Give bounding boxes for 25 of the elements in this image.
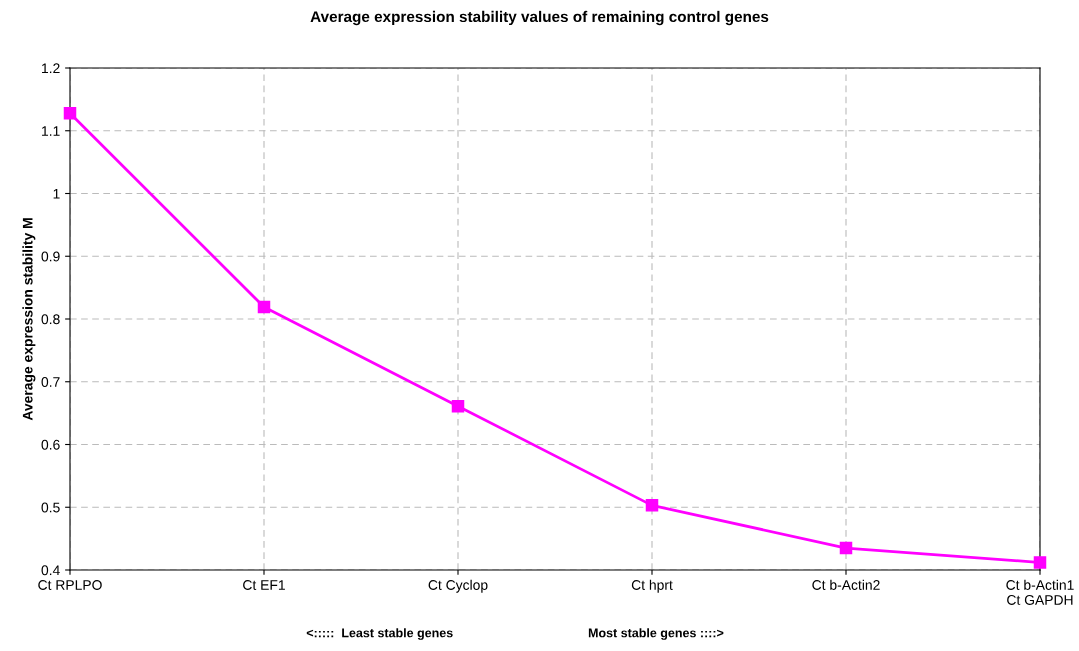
y-tick-label: 1.1: [42, 126, 60, 136]
x-tick-label: Ct RPLPO: [38, 580, 102, 590]
point: [645, 499, 659, 512]
x-tick-label: Ct hprt: [631, 579, 673, 593]
text: <::::: Least stable genes: [306, 628, 453, 640]
y-tick-label: 0.5: [41, 502, 60, 513]
x-tick-label: Ct EF1: [243, 580, 285, 590]
text: Most stable genes ::::>: [588, 628, 724, 640]
x-tick-label: Ct b-Actin2: [812, 579, 880, 590]
x-tick-label: Ct b-Actin1 Ct GAPDH: [1006, 579, 1074, 605]
y-tick-label: 1: [53, 188, 60, 199]
point: [257, 300, 271, 314]
chart-title: Average expression stability values of remaining control genes: [310, 10, 769, 26]
y-tick-label: 0.6: [41, 439, 60, 450]
y-axis-title: Average expression stability M: [22, 218, 36, 421]
point: [839, 541, 853, 555]
y-tick-label: 0.7: [41, 377, 60, 387]
point: [63, 106, 77, 120]
point: [451, 399, 465, 413]
y-tick-label: 0.4: [41, 565, 60, 576]
y-tick-label: 0.8: [41, 314, 60, 325]
y-tick-label: 1.2: [42, 63, 60, 74]
x-tick-label: Ct Cyclop: [428, 579, 488, 593]
y-tick-label: 0.9: [41, 251, 60, 262]
point: [1033, 556, 1047, 569]
